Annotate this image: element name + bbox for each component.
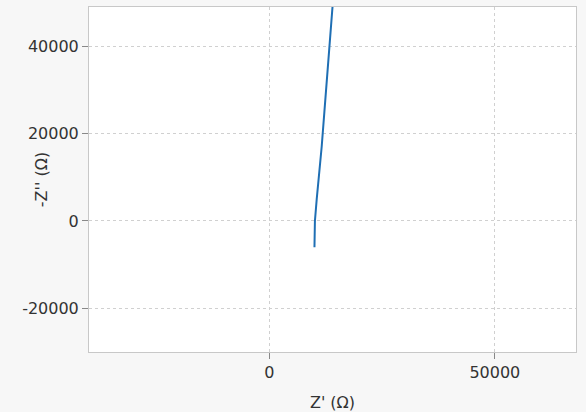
svg-text:50000: 50000 [469, 363, 520, 382]
svg-text:Z' (Ω): Z' (Ω) [310, 393, 355, 412]
svg-text:-20000: -20000 [22, 299, 79, 318]
svg-text:0: 0 [264, 363, 274, 382]
svg-text:20000: 20000 [28, 124, 79, 143]
svg-text:0: 0 [69, 212, 79, 231]
svg-text:40000: 40000 [28, 37, 79, 56]
svg-text:-Z'' (Ω): -Z'' (Ω) [32, 152, 51, 207]
